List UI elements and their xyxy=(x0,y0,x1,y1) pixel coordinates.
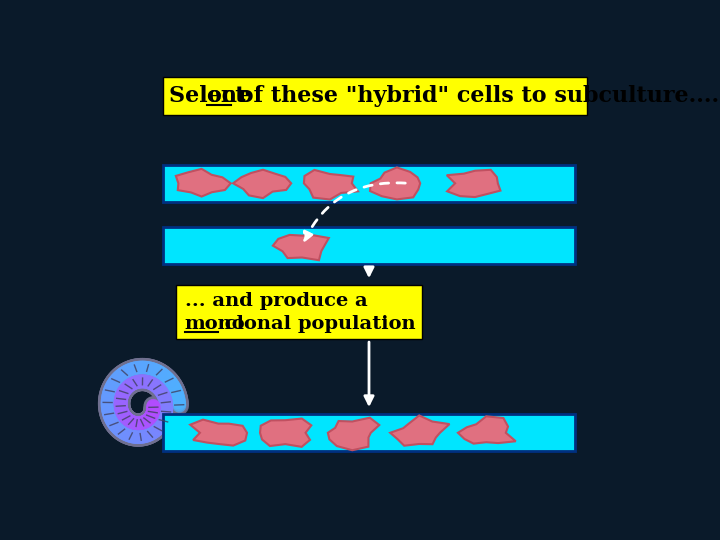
Polygon shape xyxy=(190,420,247,446)
Bar xyxy=(163,77,587,114)
Text: Select: Select xyxy=(169,85,253,107)
Text: clonal population: clonal population xyxy=(218,315,416,333)
Polygon shape xyxy=(370,167,420,199)
Polygon shape xyxy=(304,170,358,199)
Polygon shape xyxy=(260,418,311,447)
Bar xyxy=(163,227,575,265)
Text: one: one xyxy=(207,85,252,107)
Polygon shape xyxy=(273,235,329,260)
Polygon shape xyxy=(328,418,379,450)
Polygon shape xyxy=(176,169,230,197)
Bar xyxy=(163,414,575,451)
Text: mono: mono xyxy=(185,315,246,333)
Polygon shape xyxy=(390,415,449,445)
Text: of these "hybrid" cells to subculture....: of these "hybrid" cells to subculture...… xyxy=(231,85,719,107)
Polygon shape xyxy=(446,170,500,197)
Text: ... and produce a: ... and produce a xyxy=(185,292,368,310)
Polygon shape xyxy=(458,416,516,444)
Bar xyxy=(176,285,422,339)
FancyArrowPatch shape xyxy=(305,183,405,240)
Polygon shape xyxy=(233,170,291,198)
Bar xyxy=(163,165,575,202)
